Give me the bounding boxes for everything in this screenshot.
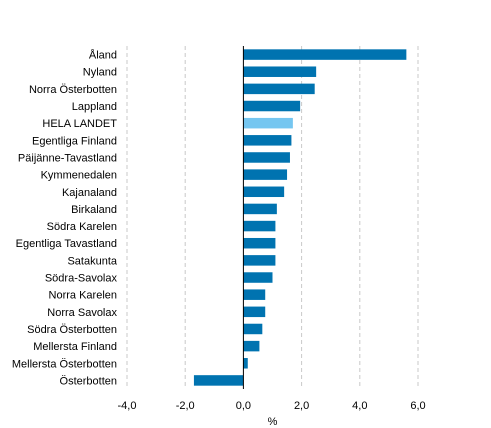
category-label: Kajanaland xyxy=(62,187,117,199)
category-label: Åland xyxy=(89,49,117,62)
x-tick-label: -4,0 xyxy=(118,400,137,412)
bar xyxy=(193,375,244,386)
category-label: Södra Karelen xyxy=(47,221,117,233)
x-tick-label: 0,0 xyxy=(236,400,251,412)
category-label: Södra-Savolax xyxy=(45,273,118,285)
bar xyxy=(243,135,292,146)
bar xyxy=(243,152,290,163)
bar xyxy=(243,117,293,129)
bar xyxy=(243,255,276,266)
bar xyxy=(243,306,266,318)
category-label: Norra Österbotten xyxy=(29,84,117,96)
category-label: Satakunta xyxy=(67,255,117,267)
category-label: Egentliga Finland xyxy=(32,135,117,147)
category-label: Kymmenedalen xyxy=(41,170,117,182)
bar xyxy=(243,100,301,112)
grid-lines xyxy=(126,46,419,389)
bar xyxy=(243,272,273,283)
category-label: Norra Karelen xyxy=(49,290,117,302)
bar xyxy=(243,83,315,95)
bar xyxy=(243,66,317,77)
x-tick-label: 6,0 xyxy=(410,400,425,412)
bar xyxy=(243,289,266,300)
x-tick-label: 2,0 xyxy=(294,400,309,412)
category-label: Päijänne-Tavastland xyxy=(18,152,117,164)
category-label: Egentliga Tavastland xyxy=(16,238,117,250)
bar xyxy=(243,203,277,215)
bar xyxy=(243,220,276,232)
x-tick-labels: -4,0 -2,0 0,0 2,0 4,0 6,0 xyxy=(118,400,426,412)
x-axis-label: % xyxy=(268,416,278,428)
category-label: Södra Österbotten xyxy=(27,324,117,336)
category-label: Mellersta Österbotten xyxy=(12,358,117,370)
x-tick-label: -2,0 xyxy=(176,400,195,412)
category-label: Lappland xyxy=(72,101,117,113)
x-tick-label: 4,0 xyxy=(352,400,367,412)
category-label: Norra Savolax xyxy=(47,307,117,319)
bar xyxy=(243,340,260,352)
bar xyxy=(243,49,407,60)
bar xyxy=(243,169,288,180)
category-label: Österbotten xyxy=(60,375,117,387)
category-labels: Åland Nyland Norra Österbotten Lappland HELA… xyxy=(12,49,118,388)
bar xyxy=(243,186,285,198)
category-label: Nyland xyxy=(83,67,117,79)
category-label: Mellersta Finland xyxy=(33,341,117,353)
bar xyxy=(243,323,263,335)
category-label: Birkaland xyxy=(71,204,117,216)
bar xyxy=(243,237,276,249)
category-label: HELA LANDET xyxy=(42,118,117,130)
bars xyxy=(193,46,407,389)
bar xyxy=(243,358,248,369)
